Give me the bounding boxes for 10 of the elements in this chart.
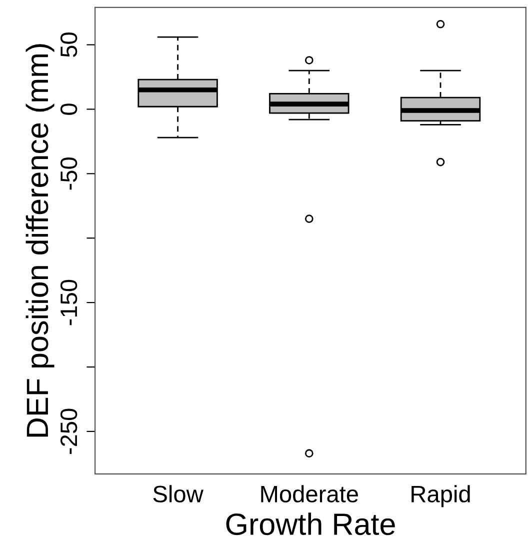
x-tick-label: Slow	[153, 485, 204, 502]
x-tick-label: Moderate	[261, 485, 358, 502]
x-tick-label: Rapid	[412, 485, 470, 508]
y-tick-label: -250	[60, 408, 78, 454]
y-tick-label: 50	[60, 32, 78, 57]
y-tick-label: -150	[60, 280, 78, 326]
y-axis-title: DEF position difference (mm)	[26, 44, 54, 437]
y-tick-label: 0	[60, 104, 78, 115]
y-tick-label: -50	[60, 158, 78, 190]
x-axis-title: Growth Rate	[226, 512, 395, 536]
